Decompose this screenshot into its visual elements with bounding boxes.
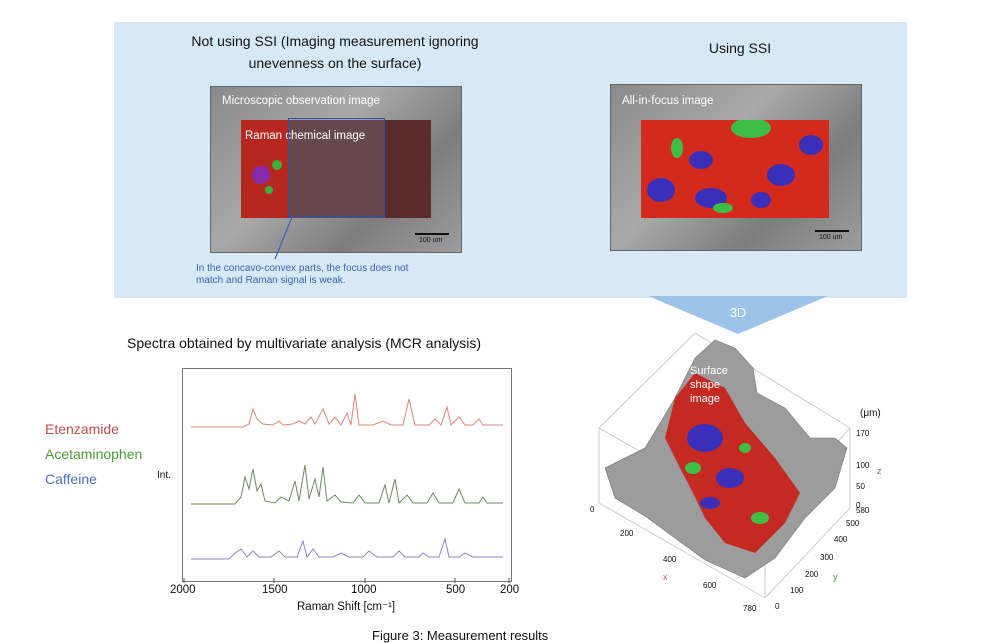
focus-note-line1: In the concavo-convex parts, the focus d… <box>196 263 409 274</box>
focus-highlight-box <box>288 118 385 218</box>
z-unit: (μm) <box>860 408 881 419</box>
caffeine-spectrum <box>191 537 503 560</box>
y-tick-300: 300 <box>820 553 834 562</box>
right-title: Using SSI <box>708 40 772 56</box>
x-tick-0: 0 <box>590 505 595 514</box>
spectra-svg <box>191 393 503 560</box>
z-axis-label: z <box>877 466 882 476</box>
etenzamide-spectrum <box>191 393 503 428</box>
y-tick-400: 400 <box>834 535 848 544</box>
callout-line <box>274 216 293 260</box>
x-axis-ticks <box>183 578 510 583</box>
left-title-line1: Not using SSI (Imaging measurement ignor… <box>191 33 479 49</box>
surface-label-line1: Surface <box>690 365 728 377</box>
all-in-focus-image: All-in-focus image 100 um <box>610 84 862 251</box>
z-tick-0: 0 <box>856 501 861 510</box>
left-title: Not using SSI (Imaging measurement ignor… <box>140 30 530 74</box>
y-tick-500: 500 <box>846 519 860 528</box>
scale-bar <box>415 233 449 235</box>
scale-bar <box>815 230 849 232</box>
y-tick-200: 200 <box>805 570 819 579</box>
legend-caffeine: Caffeine <box>45 471 97 487</box>
y-tick-580: 580 <box>856 506 870 515</box>
left-title-line2: unevenness on the surface) <box>248 55 422 71</box>
raman-image-label: Raman chemical image <box>245 130 366 142</box>
x-tick-500: 500 <box>446 584 466 596</box>
spectra-plot <box>182 368 512 582</box>
y-tick-100: 100 <box>790 586 804 595</box>
z-tick-170: 170 <box>856 429 870 438</box>
y-tick-0: 0 <box>775 602 780 611</box>
x-tick-200: 200 <box>500 584 520 596</box>
x-tick-400: 400 <box>663 555 677 564</box>
scale-label: 100 um <box>819 234 843 241</box>
x-tick-600: 600 <box>703 581 717 590</box>
surface-label-line3: image <box>690 393 720 405</box>
x-axis-label: Raman Shift [cm⁻¹] <box>297 601 396 613</box>
surface-label-line2: shape <box>690 379 720 391</box>
z-tick-100: 100 <box>856 461 870 470</box>
z-tick-50: 50 <box>856 482 865 491</box>
focus-note: In the concavo-convex parts, the focus d… <box>196 263 496 287</box>
y-axis-label: y <box>833 572 838 582</box>
x-axis-label: x <box>663 572 668 582</box>
microscopic-observation-image: Microscopic observation image Raman chem… <box>210 86 462 253</box>
acetaminophen-spectrum <box>191 464 503 505</box>
x-tick-780: 780 <box>743 604 757 613</box>
legend-acetaminophen: Acetaminophen <box>45 446 143 462</box>
legend-etenzamide: Etenzamide <box>45 421 119 437</box>
scale-label: 100 um <box>419 237 443 244</box>
surface-raman-overlay <box>665 373 800 553</box>
microscopic-image-label: Microscopic observation image <box>222 95 380 107</box>
x-tick-2000: 2000 <box>170 584 196 596</box>
x-tick-1000: 1000 <box>351 584 377 596</box>
spectra-title: Spectra obtained by multivariate analysi… <box>127 335 482 351</box>
x-tick-200: 200 <box>620 529 634 538</box>
3d-arrow-label: 3D <box>730 305 747 320</box>
y-axis-label: Int. <box>157 470 171 481</box>
ssi-raman-image <box>641 120 829 218</box>
all-in-focus-label: All-in-focus image <box>622 95 714 107</box>
raman-chemical-image <box>241 120 431 218</box>
surface-3d-plot: Surface shape image (μm) 170 100 50 0 z … <box>590 332 882 613</box>
focus-note-line2: match and Raman signal is weak. <box>196 275 346 286</box>
3d-arrow: 3D <box>648 296 828 334</box>
x-tick-1500: 1500 <box>262 584 288 596</box>
